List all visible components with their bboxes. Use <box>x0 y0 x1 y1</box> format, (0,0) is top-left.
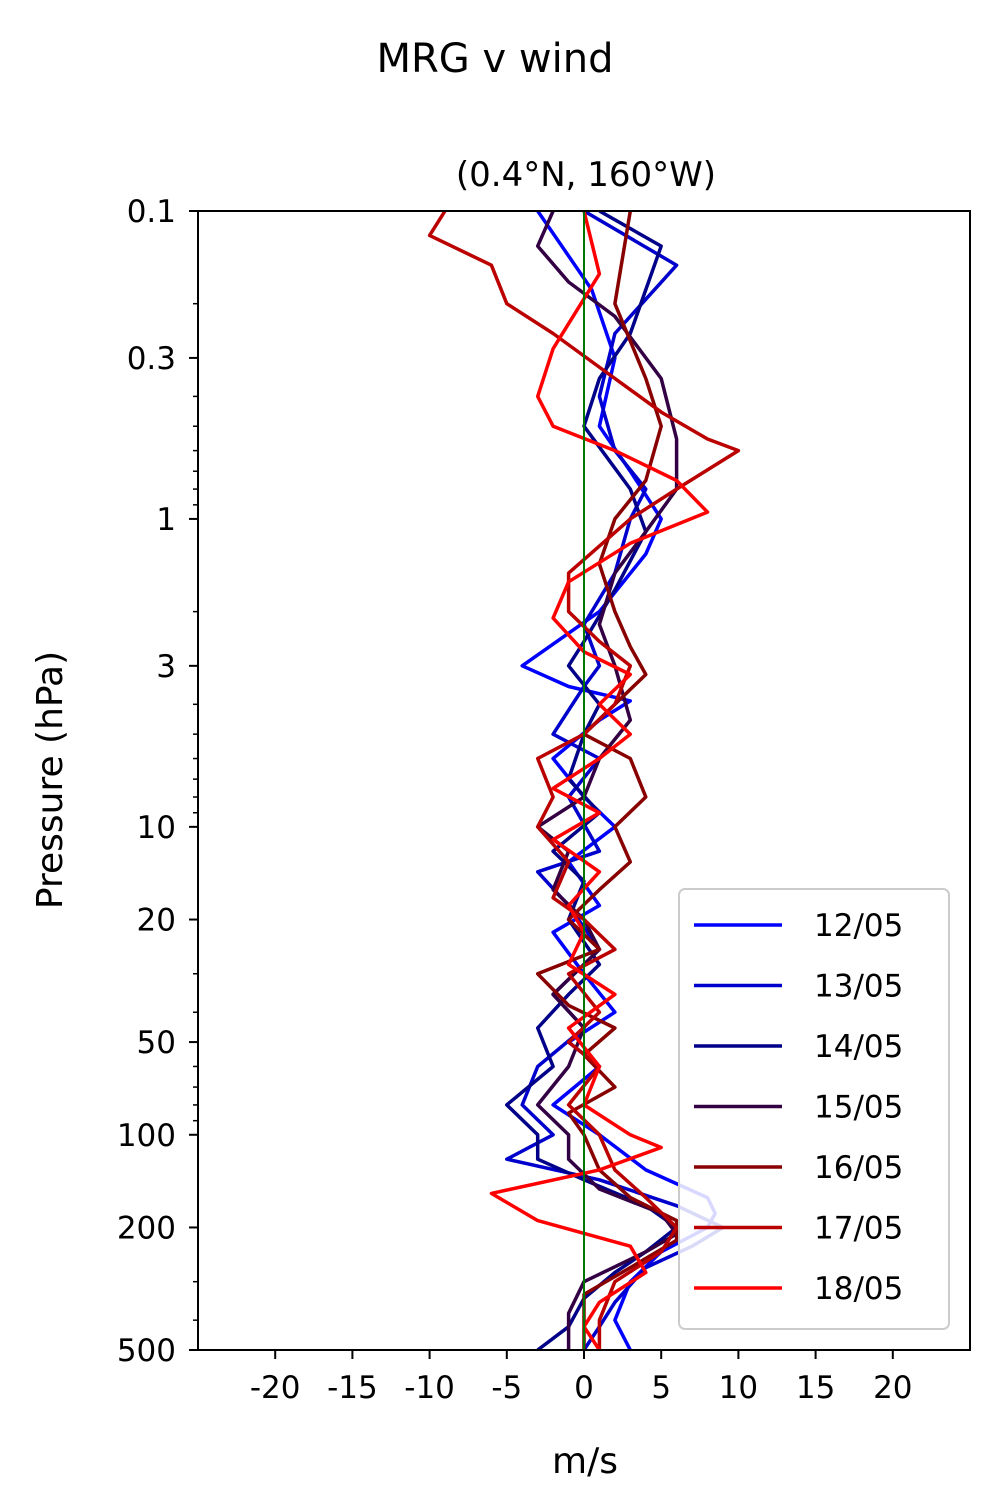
legend-label: 13/05 <box>814 969 903 1005</box>
legend-label: 12/05 <box>814 908 903 944</box>
legend: 12/05 13/05 14/05 15/05 16/05 17/05 18/05 <box>678 888 950 1330</box>
x-tick-label: -15 <box>327 1370 378 1406</box>
legend-label: 17/05 <box>814 1211 903 1247</box>
y-tick-label: 0.1 <box>127 194 176 230</box>
series-line-17/05 <box>427 211 741 1350</box>
y-tick-label: 50 <box>137 1025 176 1061</box>
x-axis-label: m/s <box>552 1441 618 1482</box>
legend-box <box>678 888 950 1330</box>
x-tick-label: -20 <box>250 1370 301 1406</box>
y-tick-label: 20 <box>137 903 176 939</box>
y-tick-label: 10 <box>137 810 176 846</box>
series-line-18/05 <box>489 211 710 1350</box>
x-tick-label: 0 <box>574 1370 594 1406</box>
y-tick-label: 3 <box>156 649 176 685</box>
y-tick-label: 500 <box>117 1333 176 1369</box>
legend-label: 16/05 <box>814 1150 903 1186</box>
series-line-16/05 <box>535 211 679 1350</box>
legend-label: 18/05 <box>814 1271 903 1307</box>
legend-label: 14/05 <box>814 1029 903 1065</box>
x-tick-label: -10 <box>404 1370 455 1406</box>
x-tick-label: 10 <box>719 1370 758 1406</box>
y-tick-label: 200 <box>117 1210 176 1246</box>
y-axis-label: Pressure (hPa) <box>30 651 71 909</box>
x-tick-label: 15 <box>796 1370 835 1406</box>
y-tick-label: 100 <box>117 1118 176 1154</box>
x-tick-label: 20 <box>873 1370 912 1406</box>
x-tick-label: 5 <box>651 1370 671 1406</box>
chart-suptitle: MRG v wind <box>377 36 614 82</box>
chart-title: (0.4°N, 160°W) <box>456 155 716 195</box>
y-tick-label: 0.3 <box>127 341 176 377</box>
x-tick-label: -5 <box>491 1370 522 1406</box>
y-tick-label: 1 <box>156 502 176 538</box>
legend-label: 15/05 <box>814 1090 903 1126</box>
plot-area <box>427 211 741 1350</box>
